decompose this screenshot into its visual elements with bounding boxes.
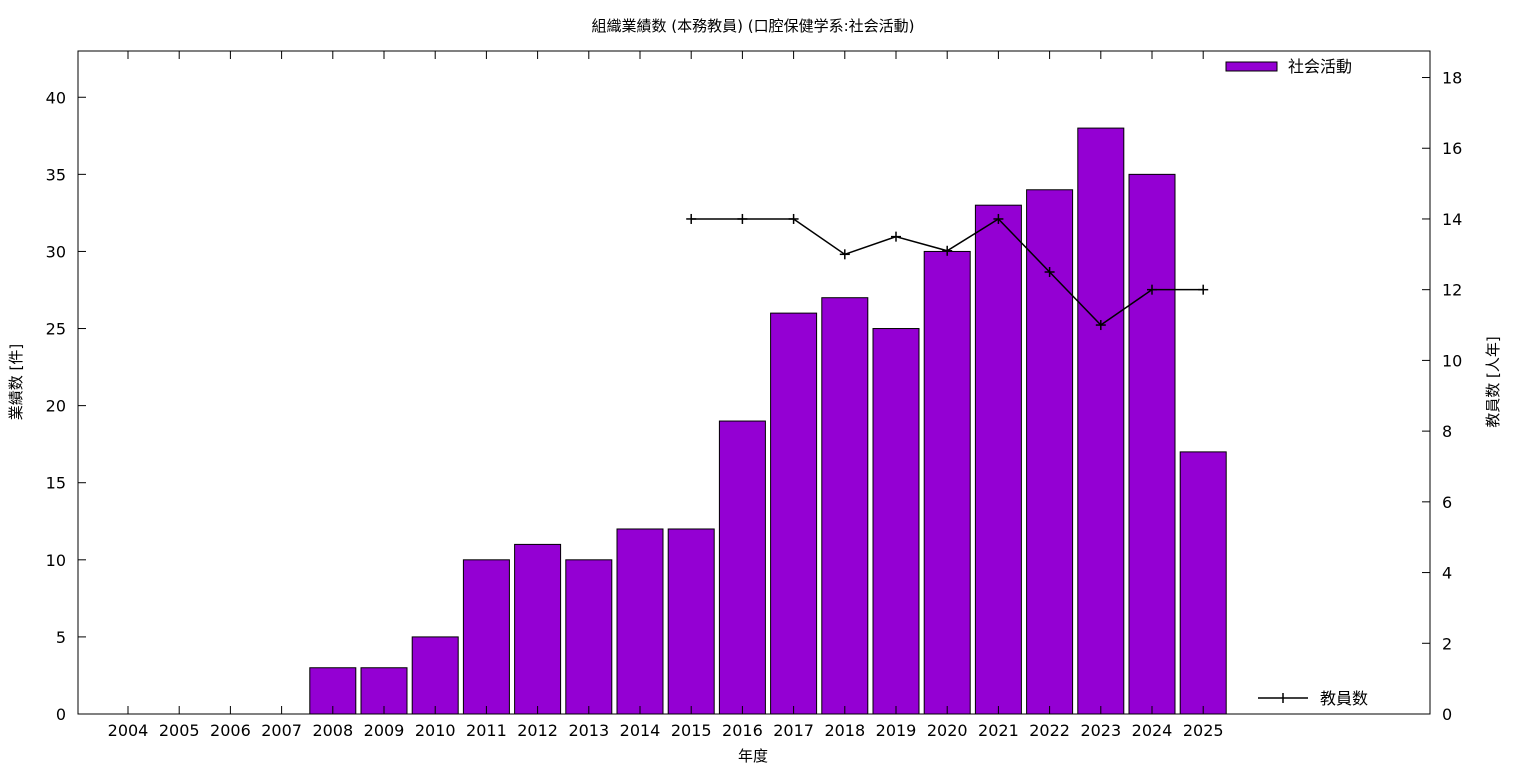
x-tick-label: 2010 [415,721,456,740]
y2-tick-label: 18 [1442,69,1462,88]
y-tick-label: 35 [46,165,66,184]
y-tick-label: 0 [56,705,66,724]
x-tick-label: 2014 [620,721,661,740]
y2-tick-label: 0 [1442,705,1452,724]
bar-2025 [1179,451,1227,715]
bar-2022 [1026,189,1074,715]
bar-2017 [770,312,818,715]
x-tick-label: 2015 [671,721,712,740]
line-point-2016 [737,213,748,224]
y2-tick-label: 10 [1442,351,1462,370]
x-tick-label: 2020 [927,721,968,740]
x-tick-label: 2025 [1183,721,1224,740]
x-tick-label: 2013 [568,721,609,740]
x-tick-label: 2018 [824,721,865,740]
x-tick-label: 2021 [978,721,1019,740]
bar-2019 [872,328,920,715]
bar-2011 [462,559,510,715]
line-point-2019 [891,231,901,242]
bar-2020 [923,250,971,715]
x-tick-label: 2005 [159,721,200,740]
bar-2024 [1128,173,1176,715]
y-tick-label: 15 [46,474,66,493]
chart-title: 組織業績数 (本務教員) (口腔保健学系:社会活動) [591,17,914,35]
legend-line: 教員数 [1258,689,1368,708]
y-tick-label: 25 [46,320,66,339]
plot-frame [77,50,1431,715]
bar-2013 [565,559,613,715]
y2-tick-label: 8 [1442,422,1452,441]
bar-2023 [1077,127,1125,715]
y-tick-label: 10 [46,551,66,570]
x-tick-label: 2022 [1029,721,1070,740]
x-tick-label: 2004 [108,721,149,740]
bar-2012 [514,543,562,715]
x-tick-label: 2016 [722,721,763,740]
y-tick-label: 40 [46,88,66,107]
x-tick-label: 2019 [876,721,917,740]
x-tick-label: 2024 [1132,721,1173,740]
line-point-2015 [686,213,697,224]
x-tick-label: 2009 [364,721,405,740]
bar-2018 [821,297,869,715]
x-tick-label: 2006 [210,721,251,740]
x-tick-label: 2011 [466,721,507,740]
y2-ticks-layer: 0 2 4 6 8 10 12 14 16 18 [1422,69,1462,724]
legend-line-label: 教員数 [1320,689,1368,708]
line-point-2024 [1147,284,1157,295]
legend-bar-swatch [1225,61,1278,72]
line-point-2022 [1044,267,1055,277]
bar-2010 [411,636,459,715]
line-point-2018 [839,249,850,260]
x-tick-label: 2012 [517,721,558,740]
y2-tick-label: 2 [1442,634,1452,653]
y-ticks-layer: 0 5 10 15 20 25 30 35 40 [46,88,86,724]
line-point-2025 [1198,284,1209,295]
bar-2015 [667,528,715,715]
y2-axis-label: 教員数 [人年] [1484,336,1502,427]
line-point-2023 [1095,320,1106,331]
bar-2021 [974,204,1022,715]
line-layer [686,213,1209,331]
y2-tick-label: 6 [1442,493,1452,512]
bar-2014 [616,528,664,715]
line-point-2020 [942,245,953,256]
y-axis-label: 業績数 [件] [7,344,25,420]
y2-tick-label: 16 [1442,139,1462,158]
line-point-2021 [993,213,1004,224]
y2-tick-label: 14 [1442,210,1462,229]
x-tick-label: 2007 [261,721,302,740]
y2-tick-label: 4 [1442,564,1452,583]
legend-bar-label: 社会活動 [1288,57,1352,76]
y-tick-label: 30 [46,242,66,261]
y-tick-label: 5 [56,628,66,647]
x-tick-label: 2017 [773,721,814,740]
y2-tick-label: 12 [1442,281,1462,300]
bars-layer [309,127,1227,715]
x-tick-label: 2023 [1080,721,1121,740]
bar-2016 [718,420,766,715]
line-point-2017 [788,213,799,224]
legend-bars: 社会活動 [1225,57,1352,76]
x-ticks-layer: 2004 2005 2006 2007 2008 2009 2010 2011 2012 2013… [108,51,1224,740]
x-axis-label: 年度 [738,747,768,765]
x-tick-label: 2008 [312,721,353,740]
y-tick-label: 20 [46,397,66,416]
